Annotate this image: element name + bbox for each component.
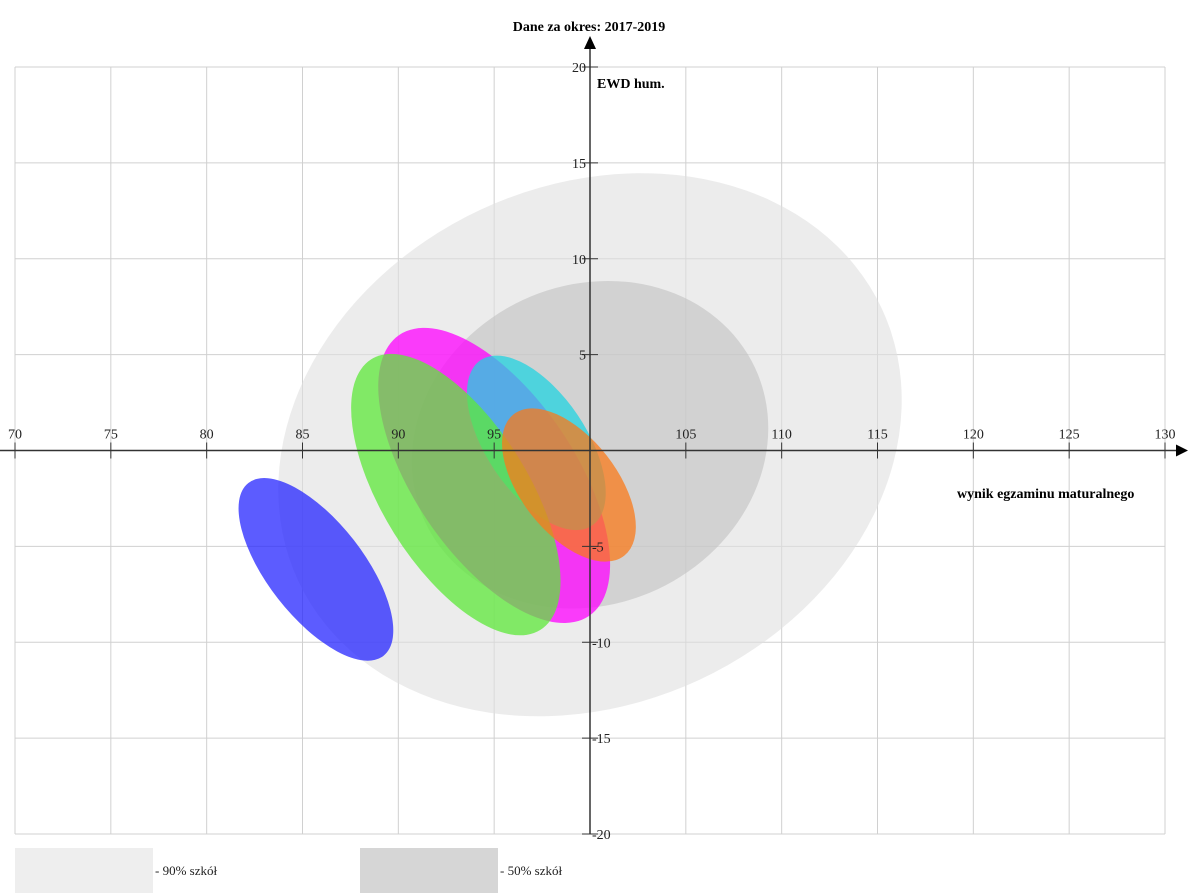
legend-swatch-1	[360, 848, 498, 893]
y-tick-label: -15	[592, 732, 611, 747]
ellipse-4	[351, 353, 561, 636]
axes	[0, 36, 1188, 834]
ellipses	[238, 173, 902, 717]
y-axis-arrow	[584, 36, 596, 49]
y-tick-label: 10	[572, 253, 586, 268]
x-axis-arrow	[1176, 444, 1188, 457]
legend: - 90% szkół - 50% szkół	[15, 848, 562, 893]
x-tick-label: 125	[1059, 428, 1080, 443]
y-tick-label: -20	[592, 828, 611, 843]
legend-swatch-0	[15, 848, 153, 893]
y-axis-label: EWD hum.	[597, 77, 665, 92]
y-tick-label: 20	[572, 61, 586, 76]
y-tick-label: -5	[592, 540, 604, 555]
y-tick-label: -10	[592, 636, 611, 651]
ellipse-5	[501, 408, 636, 562]
x-tick-label: 75	[104, 428, 118, 443]
x-axis-label: wynik egzaminu maturalnego	[957, 487, 1134, 502]
x-tick-label: 85	[296, 428, 310, 443]
x-tick-label: 70	[8, 428, 22, 443]
x-tick-label: 80	[200, 428, 214, 443]
x-tick-label: 105	[675, 428, 696, 443]
x-tick-label: 120	[963, 428, 984, 443]
ticks: 70 75 80 85 90 95 105 110 115 120 125 1302015105-5-…	[8, 61, 1176, 843]
y-tick-label: 15	[572, 157, 586, 172]
legend-label-1: - 50% szkół	[500, 863, 562, 878]
ellipse-6	[238, 478, 394, 661]
x-tick-label: 130	[1155, 428, 1176, 443]
chart-title: Dane za okres: 2017-2019	[513, 20, 666, 35]
x-tick-label: 115	[867, 428, 887, 443]
x-tick-label: 110	[771, 428, 791, 443]
y-tick-label: 5	[579, 349, 586, 364]
x-tick-label: 95	[487, 428, 501, 443]
x-tick-label: 90	[391, 428, 405, 443]
legend-label-0: - 90% szkół	[155, 863, 217, 878]
